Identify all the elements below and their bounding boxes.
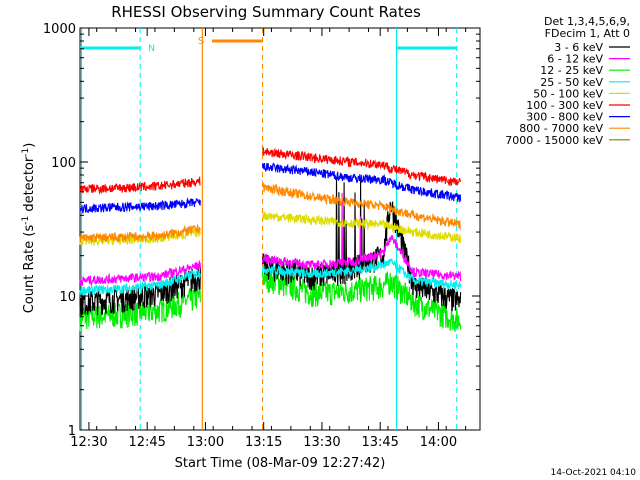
legend: Det 1,3,4,5,6,9,FDecim 1, Att 03 - 6 keV… (505, 15, 630, 147)
y-tick-label-3: 1000 (43, 22, 76, 37)
legend-label-800-7000-kev: 800 - 7000 keV (519, 122, 603, 135)
x-tick-label-5: 13:45 (361, 435, 398, 450)
series-line-6-12-kev-seg2 (261, 192, 462, 282)
series-line-800-7000-kev-seg1 (79, 224, 201, 245)
series-line-100-300-kev-seg2 (261, 147, 462, 186)
legend-label-7000-15000-kev: 7000 - 15000 keV (505, 134, 603, 147)
legend-label-6-12-kev: 6 - 12 keV (547, 53, 603, 66)
x-tick-label-3: 13:15 (245, 435, 282, 450)
y-tick-label-1: 10 (59, 290, 76, 305)
series-line-3-6-kev-seg1 (79, 266, 201, 317)
legend-label-25-50-kev: 25 - 50 keV (540, 76, 603, 89)
legend-header-1: FDecim 1, Att 0 (545, 27, 630, 40)
x-tick-label-0: 12:30 (70, 435, 107, 450)
y-label-sup1: -1 (21, 216, 31, 225)
series-line-3-6-kev-seg2 (261, 178, 462, 312)
series-line-25-50-kev-seg2 (261, 258, 462, 291)
series-line-50-100-kev-seg2 (261, 211, 462, 243)
plot-frame (79, 27, 481, 431)
y-label-end: ) (22, 143, 37, 148)
series-line-6-12-kev-seg1 (79, 259, 201, 287)
legend-label-100-300-kev: 100 - 300 keV (526, 99, 603, 112)
series-line-12-25-kev-seg1 (79, 286, 201, 332)
x-tick-label-2: 13:00 (187, 435, 224, 450)
legend-label-300-800-kev: 300 - 800 keV (526, 111, 603, 124)
series-layer (79, 147, 462, 332)
plot-border (79, 27, 481, 431)
series-line-25-50-kev-seg1 (79, 270, 201, 297)
y-tick-label-2: 100 (51, 156, 76, 171)
y-label-sup2: -1 (21, 148, 31, 157)
series-line-300-800-kev-seg1 (79, 196, 201, 214)
y-tick-label-0: 1 (68, 424, 76, 439)
axes-layer: 12:30 12:45 13:00 13:15 13:30 13:45 14:00 1 10 10… (43, 22, 480, 450)
x-tick-label-4: 13:30 (303, 435, 340, 450)
series-line-100-300-kev-seg1 (79, 176, 201, 195)
y-label-main: Count Rate (s (22, 225, 37, 314)
n-label: N (148, 44, 155, 54)
legend-label-12-25-kev: 12 - 25 keV (540, 64, 603, 77)
series-line-12-25-kev-seg2 (261, 267, 462, 332)
chart-title: RHESSI Observing Summary Count Rates (111, 3, 421, 21)
x-axis-label: Start Time (08-Mar-09 12:27:42) (175, 456, 386, 471)
annotations: NS (80, 28, 458, 430)
legend-label-3-6-kev: 3 - 6 keV (554, 41, 603, 54)
legend-label-50-100-kev: 50 - 100 keV (533, 87, 603, 100)
series-line-800-7000-kev-seg2 (261, 182, 461, 231)
s-label: S (198, 36, 204, 47)
x-tick-label-6: 14:00 (420, 435, 457, 450)
y-axis-label: Count Rate (s-1 detector-1) (21, 143, 37, 314)
x-tick-label-1: 12:45 (128, 435, 165, 450)
series-line-300-800-kev-seg2 (261, 162, 462, 203)
y-label-mid: detector (22, 156, 37, 216)
footer-timestamp: 14-Oct-2021 04:10 (551, 468, 637, 478)
legend-header-0: Det 1,3,4,5,6,9, (544, 15, 630, 28)
